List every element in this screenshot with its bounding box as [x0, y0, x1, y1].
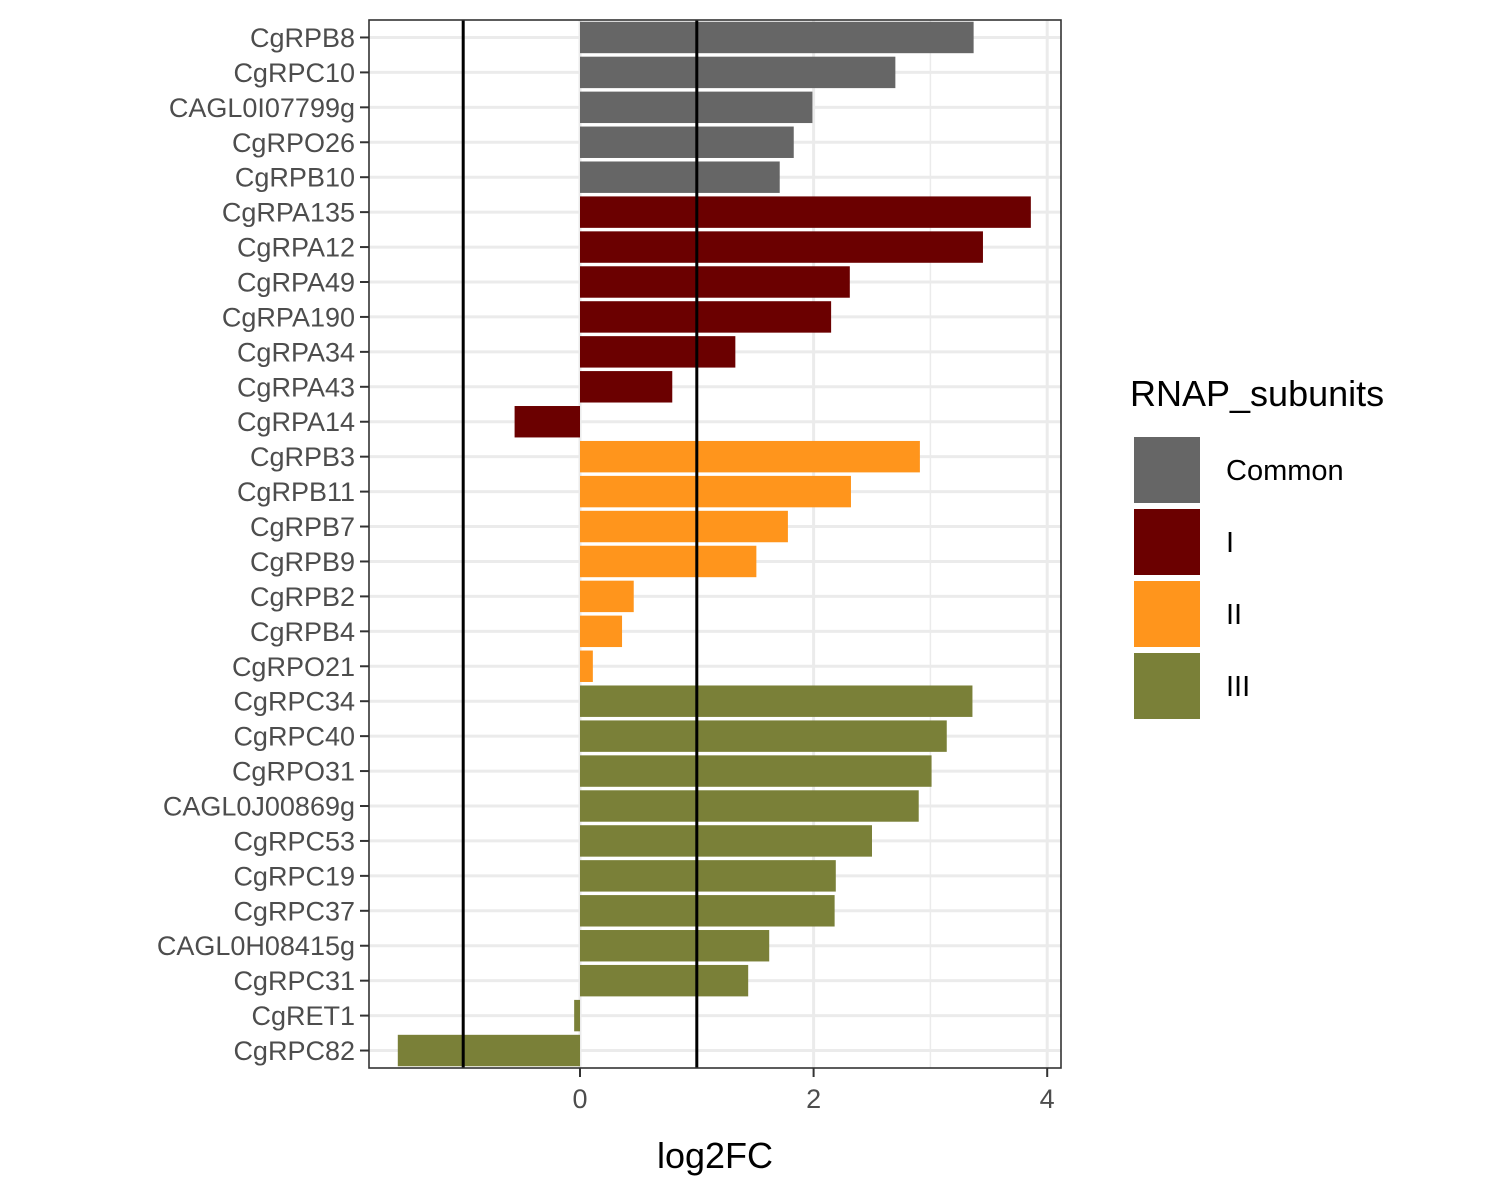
y-tick-label: CgRPO21: [232, 652, 355, 682]
plot-panel: [369, 20, 1061, 1068]
y-tick-label: CgRPC40: [233, 722, 355, 752]
y-tick-label: CgRPC82: [233, 1036, 355, 1066]
bar-CgRPB9: [580, 545, 757, 578]
legend-label: III: [1226, 671, 1250, 703]
bar-CgRPB2: [580, 580, 634, 613]
x-axis-title: log2FC: [657, 1135, 773, 1176]
y-tick-label: CgRPB2: [250, 582, 355, 612]
bar-CgRPA12: [580, 231, 983, 263]
y-tick-label: CAGL0H08415g: [157, 931, 355, 961]
y-tick-label: CgRPA12: [237, 233, 355, 263]
bar-CgRPC10: [580, 56, 896, 89]
bar-CgRPB11: [580, 475, 851, 508]
reference-lines: [461, 20, 699, 1068]
y-tick-label: CgRPO26: [232, 128, 355, 158]
y-tick-label: CgRPC31: [233, 966, 355, 996]
bar-CgRPC37: [580, 895, 835, 927]
bar-CgRPB7: [580, 510, 788, 543]
y-tick-label: CgRPB10: [235, 163, 355, 193]
bar-CgRPO31: [580, 755, 932, 787]
y-axis: CgRPB8 CgRPC10 CAGL0I07799g CgRPO26 CgRPB10 C…: [157, 23, 369, 1066]
bar-CgRPA190: [580, 301, 832, 333]
y-tick-label: CgRPC34: [233, 687, 355, 717]
plot-panel-border: [368, 19, 1062, 1069]
bar-CAGL0J00869g: [580, 790, 919, 822]
y-tick-label: CgRPB7: [250, 512, 355, 542]
y-tick-label: CAGL0I07799g: [169, 93, 355, 123]
bar-CgRPC19: [580, 860, 836, 892]
bar-CgRPA43: [580, 371, 673, 403]
y-tick-label: CgRPB9: [250, 547, 355, 577]
x-tick-label: 0: [572, 1084, 587, 1114]
bar-CgRPC31: [580, 964, 749, 997]
y-tick-label: CgRPA135: [222, 198, 355, 228]
legend-label: I: [1226, 527, 1234, 559]
y-tick-label: CgRPO31: [232, 757, 355, 787]
y-tick-label: CgRPC53: [233, 826, 355, 856]
bar-CgRPA34: [580, 336, 736, 368]
bar-CgRPB3: [580, 440, 920, 473]
legend-key: [1134, 653, 1200, 719]
y-tick-label: CgRPC19: [233, 861, 355, 891]
y-tick-label: CgRPC10: [233, 58, 355, 88]
bar-CgRPB10: [580, 161, 780, 193]
bar-CgRET1: [574, 999, 580, 1032]
legend-label: Common: [1226, 455, 1344, 487]
legend-key: [1134, 581, 1200, 647]
bar-CgRPA135: [580, 196, 1031, 228]
y-tick-label: CgRPB4: [250, 617, 355, 647]
y-tick-label: CgRPC37: [233, 896, 355, 926]
legend-key: [1134, 437, 1200, 503]
y-tick-label: CgRPA49: [237, 268, 355, 298]
bars: [397, 21, 1031, 1067]
y-tick-label: CgRET1: [251, 1001, 355, 1031]
y-tick-label: CgRPA190: [222, 302, 355, 332]
legend-title: RNAP_subunits: [1130, 373, 1384, 414]
bar-CgRPC34: [580, 685, 973, 717]
x-tick-label: 4: [1040, 1084, 1055, 1114]
y-tick-label: CgRPA34: [237, 337, 355, 367]
y-tick-label: CgRPB8: [250, 23, 355, 53]
y-tick-label: CgRPB11: [237, 477, 355, 507]
y-tick-label: CgRPA43: [237, 372, 355, 402]
y-tick-label: CgRPA14: [237, 407, 355, 437]
legend-key: [1134, 509, 1200, 575]
legend-label: II: [1226, 599, 1242, 631]
bar-CgRPA14: [514, 406, 580, 438]
y-tick-label: CAGL0J00869g: [163, 792, 355, 822]
bar-CgRPC40: [580, 720, 947, 752]
bar-CgRPB4: [580, 615, 623, 648]
bar-CAGL0H08415g: [580, 930, 770, 962]
bar-CgRPB8: [580, 21, 974, 54]
x-axis: 0 2 4: [572, 1068, 1055, 1114]
y-tick-label: CgRPB3: [250, 442, 355, 472]
bar-CgRPO26: [580, 126, 794, 158]
x-tick-label: 2: [806, 1084, 821, 1114]
bar-CgRPO21: [580, 650, 593, 682]
bar-CgRPC53: [580, 825, 872, 857]
bar-CgRPA49: [580, 266, 850, 298]
bar-CgRPC82: [397, 1034, 580, 1067]
